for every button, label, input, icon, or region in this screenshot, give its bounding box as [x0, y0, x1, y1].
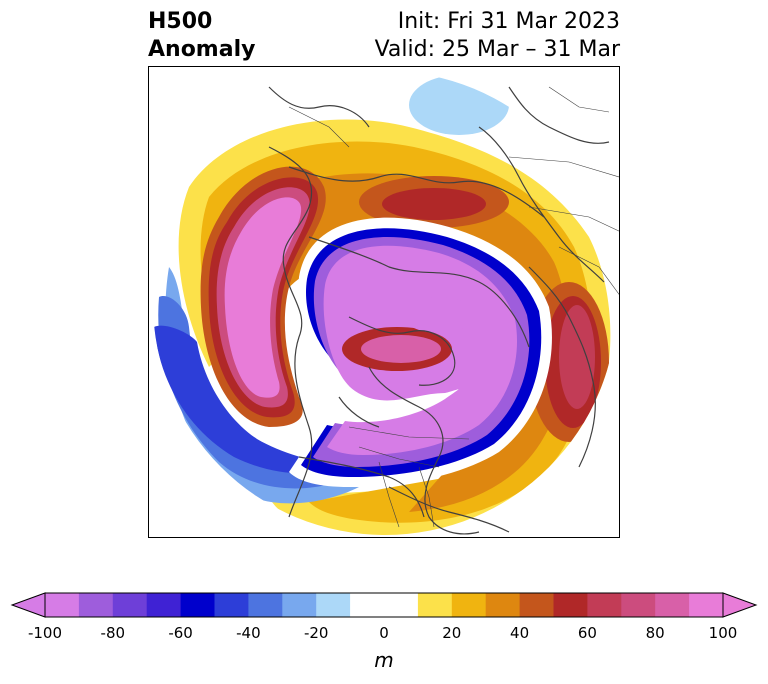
anomaly-map: [148, 66, 620, 538]
colorbar-tick-label: 100: [708, 624, 738, 642]
colorbar-tick-label: -40: [236, 624, 261, 642]
colorbar-cell: [417, 593, 453, 617]
colorbar-cell: [180, 593, 215, 617]
init-date-label: Init: Fri 31 Mar 2023: [397, 9, 620, 34]
valid-range-label: Valid: 25 Mar – 31 Mar: [374, 37, 620, 62]
colorbar-cell: [282, 593, 317, 617]
colorbar-outline: [44, 592, 724, 618]
colorbar-cell: [350, 593, 385, 617]
colorbar-tick-label: -60: [168, 624, 193, 642]
negative-anomaly-dark-band: [154, 325, 344, 474]
positive-anomaly-max-east: [559, 305, 595, 409]
colorbar-cell: [621, 593, 656, 617]
colorbar-cell: [78, 593, 114, 617]
colorbar-cells: [10, 592, 758, 618]
colorbar-tick-label: 20: [442, 624, 462, 642]
anomaly-map-svg: [153, 71, 619, 535]
map-title-left: H500 Anomaly: [148, 8, 255, 64]
colorbar: [10, 592, 758, 618]
colorbar-tick-label: -80: [100, 624, 126, 642]
colorbar-tick-label: -100: [27, 624, 63, 642]
colorbar-cell: [248, 593, 283, 617]
colorbar-cell: [146, 593, 182, 617]
colorbar-cell: [553, 593, 588, 617]
colorbar-tick-label: -20: [303, 624, 329, 642]
negative-anomaly-mid-band: [158, 296, 349, 489]
colorbar-cell: [316, 593, 351, 617]
colorbar-cell: [214, 593, 249, 617]
colorbar-cell: [485, 593, 521, 617]
field-type-label: Anomaly: [148, 37, 256, 62]
colorbar-extend-min: [10, 592, 46, 618]
colorbar-cell: [519, 593, 554, 617]
coastlines: [268, 86, 610, 535]
colorbar-units-label: m: [374, 648, 394, 672]
colorbar-cell: [384, 593, 419, 617]
colorbar-cell: [112, 593, 148, 617]
colorbar-cell: [451, 593, 487, 617]
positive-anomaly-pacific-core: [224, 197, 302, 398]
negative-anomaly-arctic: [409, 75, 509, 135]
colorbar-tick-label: 40: [510, 624, 530, 642]
anomaly-fill: [153, 71, 617, 535]
colorbar-cell: [587, 593, 622, 617]
colorbar-extend-max: [722, 592, 758, 618]
country-borders: [288, 86, 619, 528]
colorbar-cell: [689, 593, 724, 617]
colorbar-cell: [45, 593, 80, 617]
map-title-right: Init: Fri 31 Mar 2023 Valid: 25 Mar – 31…: [375, 8, 620, 64]
colorbar-tick-label: 80: [645, 624, 665, 642]
variable-label: H500: [148, 9, 213, 34]
positive-anomaly-inner-ridge-core: [361, 335, 441, 363]
colorbar-cell: [655, 593, 690, 617]
colorbar-tick-label: 60: [577, 624, 597, 642]
positive-anomaly-north-core: [382, 188, 486, 220]
colorbar-tick-label: 0: [379, 624, 389, 642]
negative-anomaly-inner-low: [403, 297, 475, 333]
